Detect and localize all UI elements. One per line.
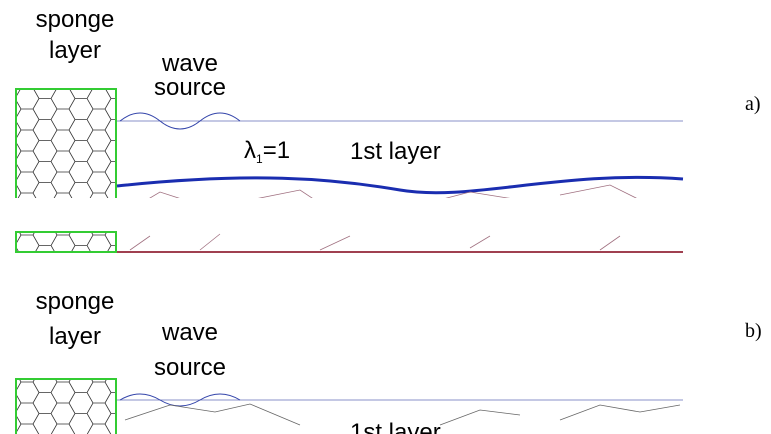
sponge-label: sponge [36, 288, 115, 315]
sponge-label: layer [49, 37, 101, 64]
panel-a: sponge layer wave source a) λ1=1 1st lay… [16, 6, 761, 252]
sponge-label: sponge [36, 6, 115, 33]
source-label: wave [161, 319, 218, 346]
mesh [130, 234, 620, 250]
layer-label: 1st layer [350, 138, 441, 165]
source-label: source [154, 74, 226, 101]
sponge-layer [16, 232, 116, 252]
value: =1 [263, 137, 290, 164]
interface [117, 177, 683, 192]
panel-b: sponge layer wave source b) 1st layer [16, 288, 762, 434]
sponge-label: layer [49, 323, 101, 350]
sponge-layer [16, 89, 116, 209]
source-label: wave [161, 50, 218, 77]
panel-label: a) [745, 93, 761, 115]
layer-label: 1st layer [350, 419, 441, 434]
panel-label: b) [745, 320, 762, 342]
sponge-layer [16, 379, 116, 434]
source-label: source [154, 354, 226, 381]
symbol: λ [244, 137, 256, 164]
wavelength-label: λ1=1 [244, 137, 290, 166]
figure: sponge layer wave source a) λ1=1 1st lay… [0, 0, 771, 434]
